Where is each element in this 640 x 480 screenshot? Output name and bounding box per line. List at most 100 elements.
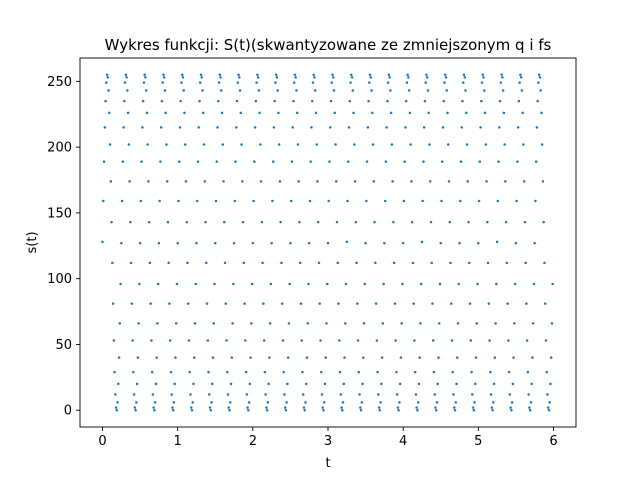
data-point — [300, 339, 303, 342]
data-point — [525, 339, 529, 342]
data-point — [354, 220, 358, 224]
data-point — [437, 322, 441, 325]
data-point — [392, 220, 395, 224]
data-point — [174, 322, 178, 325]
data-point — [160, 99, 164, 103]
data-point — [114, 406, 118, 409]
data-point — [165, 143, 168, 146]
data-point — [504, 220, 508, 224]
data-point — [105, 81, 108, 84]
data-point — [175, 282, 179, 286]
data-point — [509, 406, 512, 409]
data-point — [272, 126, 276, 129]
data-point — [352, 111, 355, 115]
data-point — [125, 76, 128, 79]
data-point — [537, 73, 541, 77]
data-point — [310, 99, 314, 103]
data-point — [283, 393, 286, 396]
data-point — [341, 401, 345, 404]
chart-title: Wykres funkcji: S(t)(skwantyzowane ze zm… — [105, 36, 552, 54]
data-point — [375, 339, 379, 342]
data-point — [133, 406, 137, 409]
data-point — [445, 89, 448, 92]
data-point — [268, 322, 272, 325]
data-point — [510, 401, 514, 404]
data-point — [373, 220, 376, 224]
data-point — [546, 393, 549, 396]
data-point — [154, 382, 158, 386]
data-point — [492, 382, 496, 386]
data-point — [183, 111, 186, 115]
data-point — [435, 401, 439, 404]
data-point — [221, 143, 225, 146]
data-point — [170, 393, 173, 396]
data-point — [223, 220, 226, 224]
data-point — [372, 180, 376, 183]
data-point — [282, 370, 285, 374]
data-point — [232, 241, 236, 245]
data-point — [429, 220, 433, 224]
data-point — [203, 180, 206, 183]
data-point — [380, 356, 384, 359]
data-point — [471, 406, 475, 409]
data-point — [236, 81, 240, 84]
data-point — [210, 401, 213, 404]
data-point — [357, 370, 361, 374]
data-point — [156, 322, 159, 325]
y-axis-ticks: 0 50 100 150 200 250 — [47, 75, 80, 419]
data-point — [319, 339, 322, 342]
data-point — [232, 282, 235, 286]
data-point — [488, 339, 491, 342]
data-point — [115, 408, 119, 412]
data-point — [283, 406, 287, 409]
data-point — [543, 261, 546, 265]
data-point — [358, 393, 361, 396]
data-point — [506, 302, 509, 305]
y-tick-label: 0 — [64, 404, 72, 419]
data-point — [196, 160, 200, 163]
data-point — [369, 76, 373, 79]
data-point — [332, 76, 335, 79]
data-point — [312, 73, 315, 77]
data-point — [446, 111, 449, 115]
data-point — [446, 143, 450, 146]
data-point — [382, 282, 385, 286]
data-point — [512, 356, 515, 359]
data-point — [486, 220, 489, 224]
data-point — [422, 160, 425, 163]
data-point — [324, 356, 327, 359]
data-point — [368, 81, 371, 84]
data-point — [138, 282, 141, 286]
data-point — [405, 81, 409, 84]
data-point — [457, 282, 461, 286]
data-point — [159, 126, 163, 129]
data-point — [418, 356, 421, 359]
data-point — [421, 199, 424, 203]
data-point — [253, 126, 257, 129]
data-point — [205, 261, 208, 265]
data-point — [140, 160, 143, 163]
data-point — [545, 370, 548, 374]
data-point — [318, 302, 321, 305]
data-point — [546, 406, 550, 409]
data-point — [309, 160, 312, 163]
data-point — [447, 180, 451, 183]
data-point — [238, 89, 242, 92]
data-point — [516, 126, 520, 129]
data-point — [211, 356, 215, 359]
data-point — [126, 111, 130, 115]
data-point — [186, 302, 190, 305]
data-point — [501, 76, 504, 79]
data-point — [444, 76, 448, 79]
data-point — [205, 302, 209, 305]
data-point — [348, 99, 352, 103]
data-point — [548, 401, 551, 404]
data-point — [252, 199, 255, 203]
data-point — [535, 126, 539, 129]
data-point — [326, 282, 329, 286]
data-point — [165, 180, 169, 183]
data-point — [166, 220, 170, 224]
data-point — [550, 322, 554, 325]
data-point — [473, 401, 476, 404]
data-point — [410, 180, 413, 183]
